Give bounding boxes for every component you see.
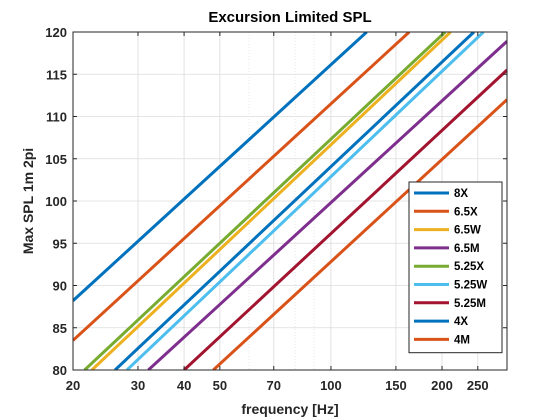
series-line-5.25W — [125, 32, 485, 370]
x-tick-label: 200 — [431, 378, 453, 393]
chart-title: Excursion Limited SPL — [208, 9, 371, 26]
legend-label: 6.5X — [454, 206, 478, 218]
series-line-5.25X — [83, 32, 447, 370]
y-tick-label: 90 — [53, 279, 67, 294]
legend-label: 5.25M — [454, 298, 486, 310]
series-line-6.5W — [90, 32, 452, 370]
y-tick-label: 85 — [53, 321, 67, 336]
y-tick-label: 80 — [53, 363, 67, 378]
x-tick-label: 30 — [131, 378, 145, 393]
x-tick-label: 50 — [213, 378, 227, 393]
legend-label: 5.25W — [454, 280, 487, 292]
legend: 8X 6.5X 6.5W 6.5M 5.25X 5.25W 5.25M 4X 4M — [408, 181, 503, 354]
x-tick-label: 70 — [267, 378, 281, 393]
x-tick-label: 100 — [320, 378, 342, 393]
series-line-6.5M — [147, 40, 507, 370]
x-tick-label: 40 — [177, 378, 191, 393]
y-tick-label: 105 — [45, 152, 67, 167]
x-tick-label: 20 — [66, 378, 80, 393]
legend-label: 8X — [454, 188, 468, 200]
x-tick-label: 250 — [467, 378, 489, 393]
tick-layer: 20 30 40 50 70 100 150 200 250 80 85 90 95 100 105 110 1… — [45, 25, 507, 393]
x-axis-label: frequency [Hz] — [241, 401, 338, 417]
y-tick-label: 120 — [45, 25, 67, 40]
series-line-6.5X — [73, 32, 411, 342]
y-tick-label: 115 — [46, 67, 67, 82]
legend-label: 5.25X — [454, 261, 484, 273]
y-tick-label: 100 — [45, 194, 67, 209]
series-line-4X — [114, 32, 475, 370]
series-line-5.25M — [183, 68, 507, 370]
legend-label: 4X — [454, 316, 468, 328]
series-layer — [73, 32, 507, 370]
y-axis-label: Max SPL 1m 2pi — [20, 148, 36, 254]
x-tick-label: 150 — [385, 378, 407, 393]
series-line-4M — [212, 98, 507, 370]
legend-label: 4M — [454, 334, 470, 346]
legend-label: 6.5W — [454, 225, 481, 237]
legend-label: 6.5M — [454, 243, 480, 255]
y-tick-label: 95 — [53, 236, 67, 251]
y-tick-label: 110 — [46, 110, 67, 125]
series-line-8X — [73, 32, 368, 302]
